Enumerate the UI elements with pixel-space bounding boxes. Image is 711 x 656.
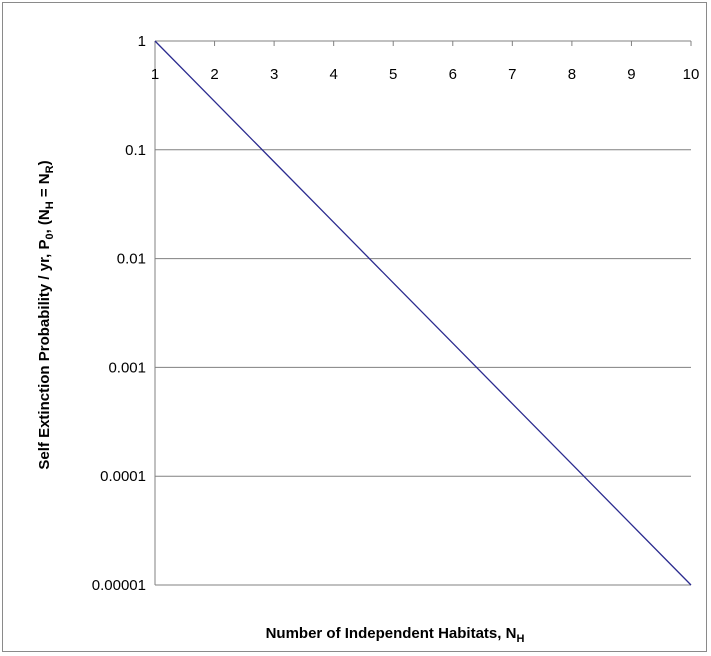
series-line-group xyxy=(155,41,691,585)
x-tick-labels: 1 2 3 4 5 6 7 8 9 10 xyxy=(151,66,700,83)
y-tick-label: 0.0001 xyxy=(100,468,146,485)
x-tick-label: 10 xyxy=(683,66,700,83)
x-tick-label: 5 xyxy=(389,66,397,83)
y-tick-label: 0.00001 xyxy=(92,577,146,594)
series-line xyxy=(155,41,691,585)
x-tick-label: 2 xyxy=(210,66,218,83)
x-axis-title: Number of Independent Habitats, NH xyxy=(266,625,525,645)
x-tick-label: 4 xyxy=(329,66,337,83)
x-tick-label: 7 xyxy=(508,66,516,83)
y-tick-label: 0.1 xyxy=(125,142,146,159)
x-tick-label: 3 xyxy=(270,66,278,83)
y-tick-label: 1 xyxy=(138,33,146,50)
x-tick-label: 8 xyxy=(568,66,576,83)
plot-area: 1 0.1 0.01 0.001 0.0001 0.00001 1 2 3 4 5 6 7 8 9 10 N… xyxy=(3,3,708,653)
x-tick-label: 9 xyxy=(627,66,635,83)
y-tick-label: 0.01 xyxy=(117,251,146,268)
y-tick-labels: 1 0.1 0.01 0.001 0.0001 0.00001 xyxy=(92,33,146,594)
y-axis-title: Self Extinction Probability / yr, P0, (N… xyxy=(36,160,56,469)
y-tick-label: 0.001 xyxy=(108,359,146,376)
x-tick-label: 6 xyxy=(449,66,457,83)
x-tick-label: 1 xyxy=(151,66,159,83)
